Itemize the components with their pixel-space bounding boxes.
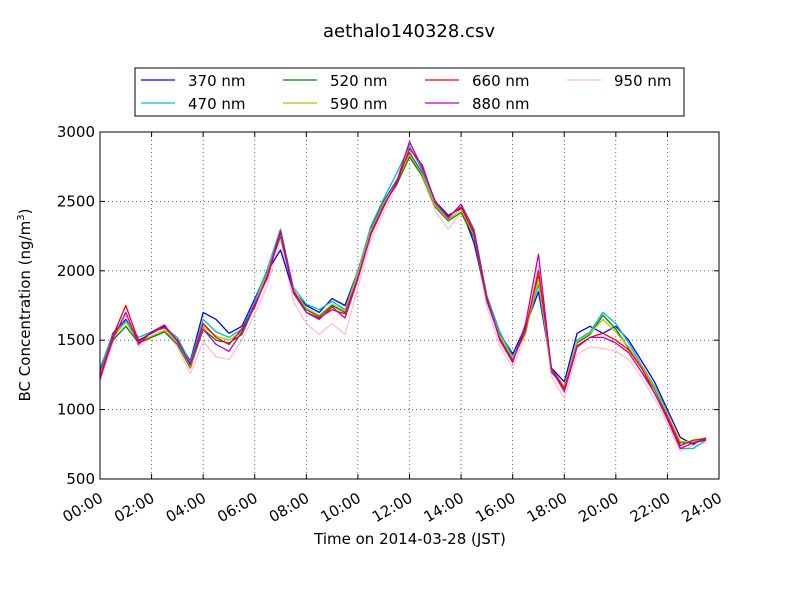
legend-label: 370 nm [188,72,246,90]
legend-label: 950 nm [614,72,672,90]
x-tick-label: 14:00 [421,489,467,526]
x-tick-label: 02:00 [111,489,157,526]
x-tick-labels: 00:00 02:00 04:00 06:00 08:00 10:00 12:00 14:00… [60,489,725,526]
y-tick-label: 1000 [57,401,95,419]
x-tick-label: 10:00 [317,489,363,526]
x-axis-label: Time on 2014-03-28 (JST) [313,530,506,548]
legend-label: 520 nm [330,72,388,90]
series-line-470-nm [99,145,707,450]
series-line-590-nm [99,153,707,443]
axis-ticks [99,131,720,480]
legend-label: 590 nm [330,95,388,113]
y-axis-label: BC Concentration (ng/m3) [16,209,34,402]
x-tick-label: 00:00 [60,489,106,526]
series-lines [99,141,707,452]
y-axis-label-sup: 3 [16,214,27,220]
y-axis-label-main: BC Concentration (ng/m [16,221,34,402]
chart-title: aethalo140328.csv [323,21,495,42]
legend-label: 660 nm [472,72,530,90]
x-tick-label: 12:00 [369,489,415,526]
y-tick-label: 2500 [57,192,95,210]
legend-frame [134,67,685,117]
series-line-880-nm [99,141,707,450]
x-tick-label: 08:00 [266,489,312,526]
grid [100,132,719,479]
y-tick-label: 2000 [57,262,95,280]
series-line-950-nm [99,150,707,452]
series-line-520-nm [99,156,707,444]
x-tick-label: 06:00 [214,489,260,526]
y-tick-labels: 500 1000 1500 2000 2500 3000 [57,123,95,488]
x-tick-label: 22:00 [627,489,673,526]
y-axis-label-end: ) [16,209,34,215]
x-tick-label: 18:00 [524,489,570,526]
legend-items: 370 nm 470 nm 520 nm 590 nm 660 nm 880 nm 950 … [141,72,672,113]
x-tick-label: 04:00 [163,489,209,526]
x-tick-label: 24:00 [679,489,725,526]
series-line-660-nm [99,148,707,447]
y-tick-label: 1500 [57,331,95,349]
legend-label: 470 nm [188,95,246,113]
legend: 370 nm 470 nm 520 nm 590 nm 660 nm 880 nm 950 … [134,67,685,117]
y-tick-label: 500 [66,470,95,488]
legend-label: 880 nm [472,95,530,113]
x-tick-label: 20:00 [575,489,621,526]
x-tick-label: 16:00 [472,489,518,526]
series-line-370-nm [99,152,707,445]
y-tick-label: 3000 [57,123,95,141]
